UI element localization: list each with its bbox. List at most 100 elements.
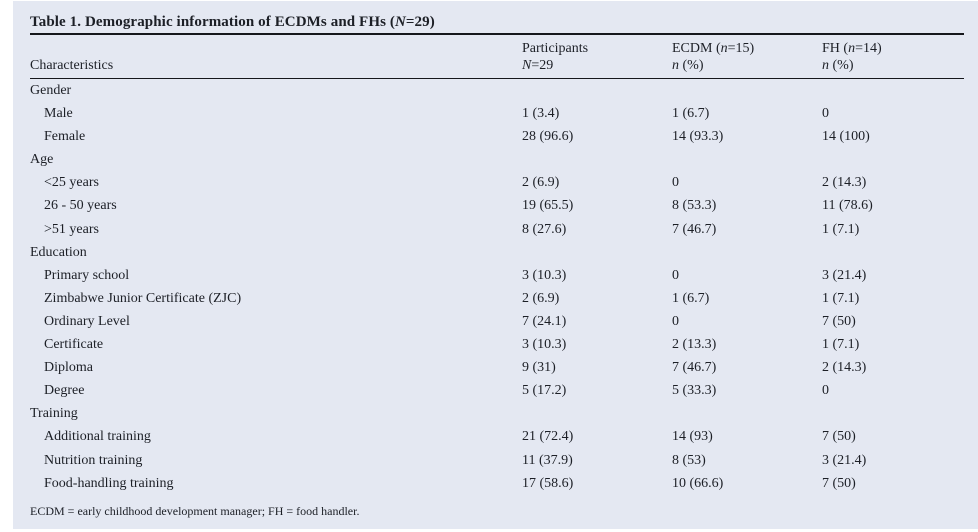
table-row: Gender [30, 79, 964, 102]
column-header-characteristics: Characteristics [30, 57, 114, 73]
table-row: Diploma 9 (31) 7 (46.7) 2 (14.3) [30, 356, 964, 379]
fh-value: 0 [822, 379, 964, 402]
participants-value: 8 (27.6) [522, 218, 672, 241]
row-label: Male [30, 102, 522, 125]
fh-value-text: 2 (14.3) [822, 360, 867, 376]
row-label: Gender [30, 79, 522, 102]
fh-value: 0 [822, 102, 964, 125]
table-header-row: Characteristics Participants N=29 ECDM (… [30, 35, 964, 78]
participants-value-text: 28 (96.6) [522, 129, 574, 145]
row-label-text: Diploma [44, 360, 93, 376]
row-label-text: Food-handling training [44, 475, 174, 491]
row-label: Primary school [30, 264, 522, 287]
row-label-text: Gender [30, 83, 72, 98]
participants-value-text: 1 (3.4) [522, 106, 560, 122]
participants-value-text: 2 (6.9) [522, 290, 560, 306]
table-row: >51 years 8 (27.6) 7 (46.7) 1 (7.1) [30, 218, 964, 241]
fh-value: 3 (21.4) [822, 449, 964, 472]
ecdm-header-line2-post: (%) [679, 57, 704, 73]
fh-value: 7 (50) [822, 310, 964, 333]
fh-value-text: 0 [822, 106, 829, 122]
fh-value-text: 1 (7.1) [822, 221, 860, 237]
fh-header-line1-italic: n [848, 41, 856, 56]
table-title-suffix: =29) [405, 14, 435, 30]
fh-header-line1-post: =14) [855, 41, 882, 56]
fh-value: 7 (50) [822, 425, 964, 448]
ecdm-value-text: 0 [672, 175, 679, 191]
fh-value-text: 3 (21.4) [822, 452, 867, 468]
ecdm-value: 7 (46.7) [672, 218, 822, 241]
table-row: <25 years 2 (6.9) 0 2 (14.3) [30, 171, 964, 194]
ecdm-value: 1 (6.7) [672, 287, 822, 310]
row-label-text: >51 years [44, 221, 99, 237]
participants-value-text: 2 (6.9) [522, 175, 560, 191]
row-label-text: Education [30, 244, 87, 260]
participants-value: 2 (6.9) [522, 287, 672, 310]
participants-value: 9 (31) [522, 356, 672, 379]
participants-value-text: 5 (17.2) [522, 383, 567, 399]
ecdm-value-text: 1 (6.7) [672, 106, 710, 122]
row-label: Training [30, 402, 522, 425]
row-label: Nutrition training [30, 449, 522, 472]
ecdm-value: 8 (53) [672, 449, 822, 472]
fh-value: 3 (21.4) [822, 264, 964, 287]
fh-header-line2-italic: n [822, 57, 829, 73]
ecdm-value: 2 (13.3) [672, 333, 822, 356]
table-row: Certificate 3 (10.3) 2 (13.3) 1 (7.1) [30, 333, 964, 356]
fh-value-text: 7 (50) [822, 475, 856, 491]
ecdm-value: 7 (46.7) [672, 356, 822, 379]
column-header-fh: FH (n=14) n (%) [822, 41, 964, 74]
row-label: Degree [30, 379, 522, 402]
row-label: Female [30, 125, 522, 148]
table-row: Female 28 (96.6) 14 (93.3) 14 (100) [30, 125, 964, 148]
participants-value-text: 9 (31) [522, 360, 556, 376]
participants-value: 1 (3.4) [522, 102, 672, 125]
participants-header-line1: Participants [522, 41, 589, 56]
row-label-text: Degree [44, 383, 85, 399]
participants-value-text: 19 (65.5) [522, 198, 574, 214]
participants-value-text: 17 (58.6) [522, 475, 574, 491]
ecdm-value-text: 0 [672, 313, 679, 329]
row-label-text: 26 - 50 years [44, 198, 117, 214]
row-label: Food-handling training [30, 472, 522, 495]
fh-header-line2-post: (%) [829, 57, 854, 73]
table-row: 26 - 50 years 19 (65.5) 8 (53.3) 11 (78.… [30, 194, 964, 217]
row-label: 26 - 50 years [30, 194, 522, 217]
participants-value-text: 11 (37.9) [522, 452, 573, 468]
ecdm-value-text: 0 [672, 267, 679, 283]
ecdm-header-line2-italic: n [672, 57, 679, 73]
fh-value: 2 (14.3) [822, 171, 964, 194]
fh-value: 2 (14.3) [822, 356, 964, 379]
participants-value: 17 (58.6) [522, 472, 672, 495]
ecdm-value: 14 (93) [672, 425, 822, 448]
fh-value: 14 (100) [822, 125, 964, 148]
participants-value: 21 (72.4) [522, 425, 672, 448]
table-row: Additional training 21 (72.4) 14 (93) 7 … [30, 425, 964, 448]
row-label-text: Ordinary Level [44, 313, 130, 329]
row-label-text: Female [44, 129, 86, 145]
fh-value: 11 (78.6) [822, 194, 964, 217]
ecdm-header-line1-italic: n [720, 41, 728, 56]
fh-value-text: 14 (100) [822, 129, 870, 145]
ecdm-value-text: 2 (13.3) [672, 337, 717, 353]
row-label-text: Certificate [44, 337, 104, 353]
ecdm-value: 10 (66.6) [672, 472, 822, 495]
table-row: Degree 5 (17.2) 5 (33.3) 0 [30, 379, 964, 402]
row-label-text: <25 years [44, 175, 99, 191]
ecdm-value: 5 (33.3) [672, 379, 822, 402]
row-label-text: Male [44, 106, 73, 122]
ecdm-value: 8 (53.3) [672, 194, 822, 217]
header-divider [30, 78, 964, 79]
participants-header-line2-post: =29 [531, 57, 554, 73]
table-title-text: Table 1. Demographic information of ECDM… [30, 14, 395, 30]
fh-value: 1 (7.1) [822, 287, 964, 310]
ecdm-value-text: 1 (6.7) [672, 290, 710, 306]
participants-value: 7 (24.1) [522, 310, 672, 333]
participants-value: 3 (10.3) [522, 264, 672, 287]
fh-value-text: 2 (14.3) [822, 175, 867, 191]
ecdm-value-text: 14 (93) [672, 429, 713, 445]
fh-value-text: 7 (50) [822, 313, 856, 329]
ecdm-value-text: 7 (46.7) [672, 360, 717, 376]
table-row: Education [30, 241, 964, 264]
row-label: >51 years [30, 218, 522, 241]
